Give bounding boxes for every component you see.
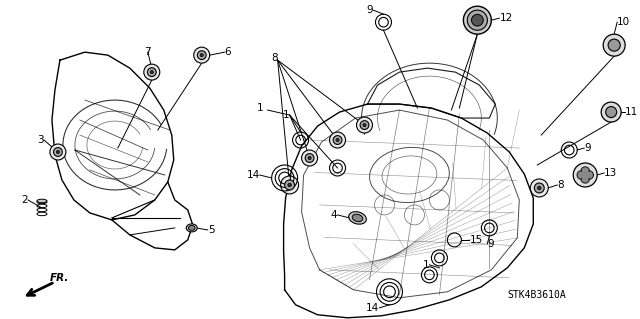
- Circle shape: [194, 47, 210, 63]
- Text: 6: 6: [225, 47, 231, 57]
- Text: 13: 13: [604, 168, 618, 178]
- Ellipse shape: [37, 199, 47, 203]
- Circle shape: [608, 39, 620, 51]
- Circle shape: [50, 144, 66, 160]
- Circle shape: [301, 150, 317, 166]
- Circle shape: [54, 148, 62, 156]
- Text: 11: 11: [625, 107, 638, 117]
- Ellipse shape: [352, 214, 363, 222]
- Text: 1: 1: [257, 103, 264, 113]
- Text: 14: 14: [246, 170, 260, 180]
- Text: STK4B3610A: STK4B3610A: [508, 290, 566, 300]
- Text: 2: 2: [21, 195, 28, 205]
- Circle shape: [147, 68, 156, 77]
- Text: 4: 4: [331, 210, 337, 220]
- Circle shape: [200, 54, 204, 57]
- Ellipse shape: [349, 212, 366, 224]
- Text: 9: 9: [584, 143, 591, 153]
- Circle shape: [150, 70, 154, 74]
- Circle shape: [463, 6, 492, 34]
- Circle shape: [534, 183, 544, 193]
- Text: 9: 9: [367, 5, 374, 15]
- Circle shape: [603, 34, 625, 56]
- Circle shape: [360, 121, 369, 130]
- Text: 8: 8: [557, 180, 564, 190]
- Circle shape: [308, 156, 311, 160]
- Circle shape: [144, 64, 160, 80]
- Text: 1: 1: [423, 260, 429, 270]
- Ellipse shape: [188, 226, 195, 230]
- Text: 5: 5: [208, 225, 214, 235]
- Circle shape: [601, 102, 621, 122]
- Text: 14: 14: [366, 303, 380, 313]
- Circle shape: [56, 151, 60, 154]
- Text: 15: 15: [469, 235, 483, 245]
- Circle shape: [336, 138, 339, 142]
- Circle shape: [363, 123, 366, 127]
- Circle shape: [605, 107, 617, 118]
- Circle shape: [573, 163, 597, 187]
- Circle shape: [333, 136, 342, 145]
- Circle shape: [288, 183, 291, 187]
- Text: 7: 7: [145, 47, 151, 57]
- Circle shape: [538, 186, 541, 190]
- Circle shape: [467, 10, 488, 30]
- Circle shape: [531, 179, 548, 197]
- Text: 10: 10: [617, 17, 630, 27]
- Circle shape: [356, 117, 372, 133]
- Text: 12: 12: [499, 13, 513, 23]
- Text: 1: 1: [283, 110, 290, 120]
- Polygon shape: [577, 167, 593, 183]
- Circle shape: [330, 132, 346, 148]
- Circle shape: [305, 154, 314, 162]
- Circle shape: [197, 51, 206, 60]
- Circle shape: [472, 14, 483, 26]
- Circle shape: [285, 180, 294, 190]
- Circle shape: [280, 176, 299, 194]
- Text: 8: 8: [271, 53, 278, 63]
- Text: 9: 9: [487, 239, 494, 249]
- Ellipse shape: [186, 224, 197, 232]
- Text: FR.: FR.: [50, 273, 69, 283]
- Text: 3: 3: [37, 135, 44, 145]
